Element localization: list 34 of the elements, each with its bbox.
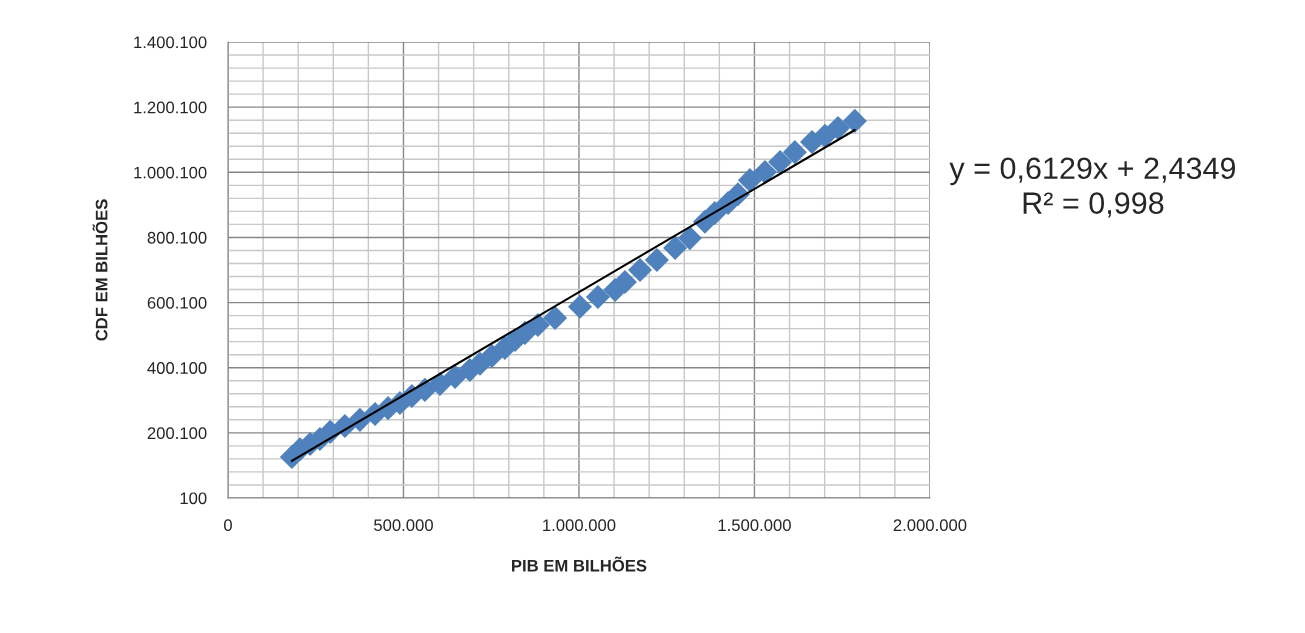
x-tick-label: 1.000.000	[543, 519, 616, 532]
point	[737, 168, 762, 193]
y-tick-label: 1.400.100	[134, 36, 207, 49]
y-tick-label: 800.100	[147, 231, 207, 244]
point	[752, 159, 778, 185]
point	[628, 258, 653, 283]
x-tick-label: 0	[224, 519, 232, 532]
point	[543, 305, 568, 330]
point	[768, 149, 793, 174]
y-tick-label: 1.200.100	[134, 101, 207, 114]
point	[567, 294, 593, 319]
point	[782, 140, 807, 165]
x-axis-title: PIB EM BILHÕES	[512, 556, 647, 572]
point	[644, 247, 669, 272]
text: R² = 0,998	[1023, 192, 1164, 218]
point	[663, 235, 688, 260]
point	[427, 372, 452, 397]
point	[585, 285, 610, 310]
y-tick-label: 200.100	[147, 427, 207, 440]
point	[525, 313, 550, 338]
x-tick-label: 500.000	[374, 519, 433, 532]
x-tick-label: 2.000.000	[893, 519, 967, 532]
y-tick-label: 600.100	[147, 296, 207, 309]
point	[677, 226, 702, 251]
point	[479, 343, 504, 369]
text: y = 0,6129x + 2,4349	[949, 157, 1236, 186]
y-tick-label: 1.000.100	[134, 166, 207, 179]
y-tick-label: 400.100	[147, 362, 207, 374]
y-axis-title: CDF EM BILHÕES	[92, 199, 108, 341]
point	[825, 116, 851, 141]
y-tick-label: 100	[180, 492, 207, 505]
point	[842, 108, 867, 133]
point	[443, 364, 468, 389]
x-tick-label: 1.500.000	[718, 519, 791, 532]
